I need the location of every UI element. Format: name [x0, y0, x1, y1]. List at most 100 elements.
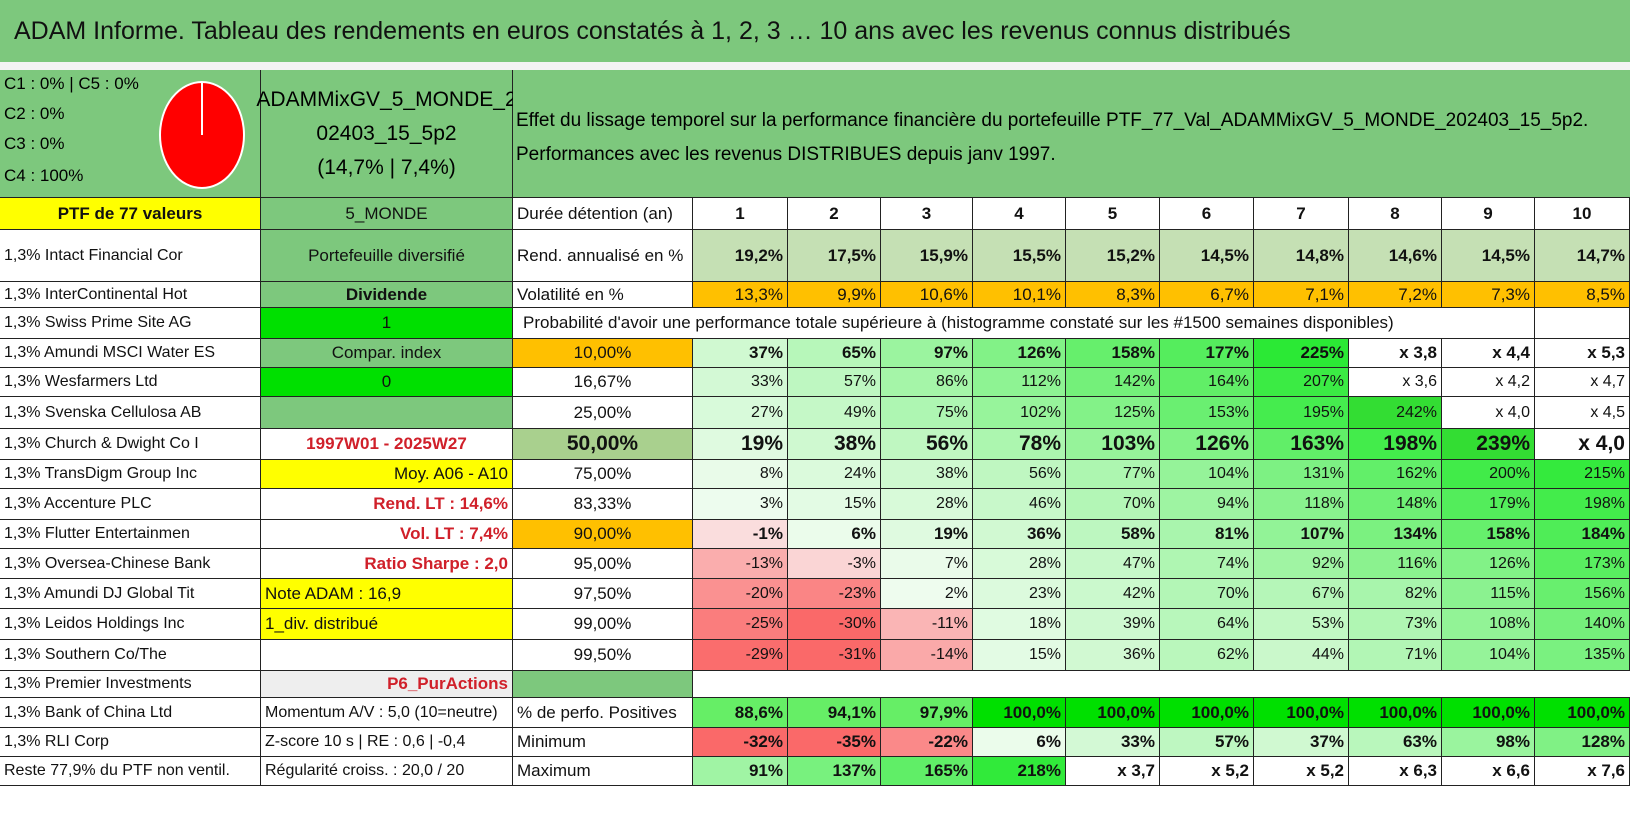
minimum-value: 37%: [1254, 728, 1349, 757]
probability-value: 198%: [1535, 489, 1630, 520]
probability-value: x 4,0: [1442, 397, 1535, 429]
info-cell: P6_PurActions: [261, 671, 513, 698]
probability-value: 242%: [1349, 397, 1442, 429]
probability-value: 3%: [693, 489, 788, 520]
probability-value: 107%: [1254, 520, 1349, 549]
probability-value: 36%: [973, 520, 1066, 549]
holding-row: 1,3% Amundi MSCI Water ES: [0, 339, 261, 368]
probability-value: 19%: [693, 429, 788, 460]
legend-line: C4 : 100%: [4, 166, 84, 185]
probability-value: -3%: [788, 549, 881, 579]
positive-value: 100,0%: [1349, 698, 1442, 728]
effect-line: Effet du lissage temporel sur la perform…: [516, 110, 1589, 131]
info-cell: Portefeuille diversifié: [261, 230, 513, 282]
info-cell: 1997W01 - 2025W27: [261, 429, 513, 460]
holding-row: 1,3% Church & Dwight Co I: [0, 429, 261, 460]
probability-value: 33%: [693, 368, 788, 397]
holding-row: 1,3% Flutter Entertainmen: [0, 520, 261, 549]
probability-value: 82%: [1349, 579, 1442, 609]
holding-row: 1,3% Accenture PLC: [0, 489, 261, 520]
volatility-value: 7,2%: [1349, 282, 1442, 308]
annual-return-value: 14,5%: [1160, 230, 1254, 282]
probability-value: 135%: [1535, 640, 1630, 671]
probability-value: -11%: [881, 609, 973, 640]
class-legend: C1 : 0% | C5 : 0% C2 : 0% C3 : 0% C4 : 1…: [0, 70, 261, 198]
probability-value: 42%: [1066, 579, 1160, 609]
portfolio-name: ADAMMixGV_5_MONDE_2 02403_15_5p2 (14,7% …: [256, 70, 517, 198]
legend-line: C3 : 0%: [4, 134, 65, 153]
probability-value: 86%: [881, 368, 973, 397]
info-cell: Moy. A06 - A10: [261, 460, 513, 489]
volatility-value: 7,3%: [1442, 282, 1535, 308]
holding-row: 1,3% Southern Co/The: [0, 640, 261, 671]
minimum-value: 57%: [1160, 728, 1254, 757]
holding-row: 1,3% Oversea-Chinese Bank: [0, 549, 261, 579]
probability-value: 179%: [1442, 489, 1535, 520]
probability-value: 239%: [1442, 429, 1535, 460]
percentile-label: 75,00%: [513, 460, 693, 489]
year-header: 10: [1535, 198, 1630, 230]
probability-value: 92%: [1254, 549, 1349, 579]
info-cell: Vol. LT : 7,4%: [261, 520, 513, 549]
probability-value: 125%: [1066, 397, 1160, 429]
volatility-value: 13,3%: [693, 282, 788, 308]
probability-value: 15%: [788, 489, 881, 520]
probability-value: 70%: [1160, 579, 1254, 609]
probability-value: -1%: [693, 520, 788, 549]
probability-value: 104%: [1442, 640, 1535, 671]
minimum-label: Minimum: [513, 728, 693, 757]
probability-value: 164%: [1160, 368, 1254, 397]
probability-value: 163%: [1254, 429, 1349, 460]
probability-value: 207%: [1254, 368, 1349, 397]
info-cell: Ratio Sharpe : 2,0: [261, 549, 513, 579]
percentile-label: 95,00%: [513, 549, 693, 579]
probability-value: 2%: [881, 579, 973, 609]
info-cell: Régularité croiss. : 20,0 / 20: [261, 757, 513, 786]
probability-value: 8%: [693, 460, 788, 489]
probability-value: 131%: [1254, 460, 1349, 489]
probability-value: x 3,6: [1349, 368, 1442, 397]
info-cell: 5_MONDE: [261, 198, 513, 230]
probability-value: 6%: [788, 520, 881, 549]
positive-value: 100,0%: [973, 698, 1066, 728]
maximum-value: x 6,3: [1349, 757, 1442, 786]
maximum-value: 137%: [788, 757, 881, 786]
holding-row: 1,3% Premier Investments: [0, 671, 261, 698]
info-cell: 0: [261, 368, 513, 397]
minimum-value: -22%: [881, 728, 973, 757]
volatility-value: 8,3%: [1066, 282, 1160, 308]
minimum-value: 33%: [1066, 728, 1160, 757]
probability-value: 162%: [1349, 460, 1442, 489]
probability-value: 177%: [1160, 339, 1254, 368]
info-cell: Compar. index: [261, 339, 513, 368]
percentile-label: 25,00%: [513, 397, 693, 429]
legend-line: C1 : 0% | C5 : 0%: [4, 74, 139, 93]
portfolio-name-line: ADAMMixGV_5_MONDE_2: [256, 87, 517, 111]
probability-value: -30%: [788, 609, 881, 640]
probability-value: 39%: [1066, 609, 1160, 640]
allocation-pie-chart: [159, 81, 245, 189]
probability-value: -25%: [693, 609, 788, 640]
volatility-value: 9,9%: [788, 282, 881, 308]
duration-label: Durée détention (an): [513, 198, 693, 230]
probability-value: -20%: [693, 579, 788, 609]
effect-description: Effet du lissage temporel sur la perform…: [513, 70, 1630, 198]
percentile-label: 90,00%: [513, 520, 693, 549]
positive-value: 97,9%: [881, 698, 973, 728]
annual-return-value: 14,8%: [1254, 230, 1349, 282]
info-cell: [261, 640, 513, 671]
empty-cell: [693, 671, 1630, 698]
probability-value: 64%: [1160, 609, 1254, 640]
holding-row: 1,3% Bank of China Ltd: [0, 698, 261, 728]
annual-return-label: Rend. annualisé en %: [513, 230, 693, 282]
probability-value: -29%: [693, 640, 788, 671]
probability-value: 70%: [1066, 489, 1160, 520]
empty-cell: [1535, 308, 1630, 339]
percentile-label: 50,00%: [513, 429, 693, 460]
probability-value: x 5,3: [1535, 339, 1630, 368]
probability-value: 103%: [1066, 429, 1160, 460]
probability-value: -14%: [881, 640, 973, 671]
probability-value: 38%: [788, 429, 881, 460]
annual-return-value: 15,2%: [1066, 230, 1160, 282]
probability-value: 108%: [1442, 609, 1535, 640]
